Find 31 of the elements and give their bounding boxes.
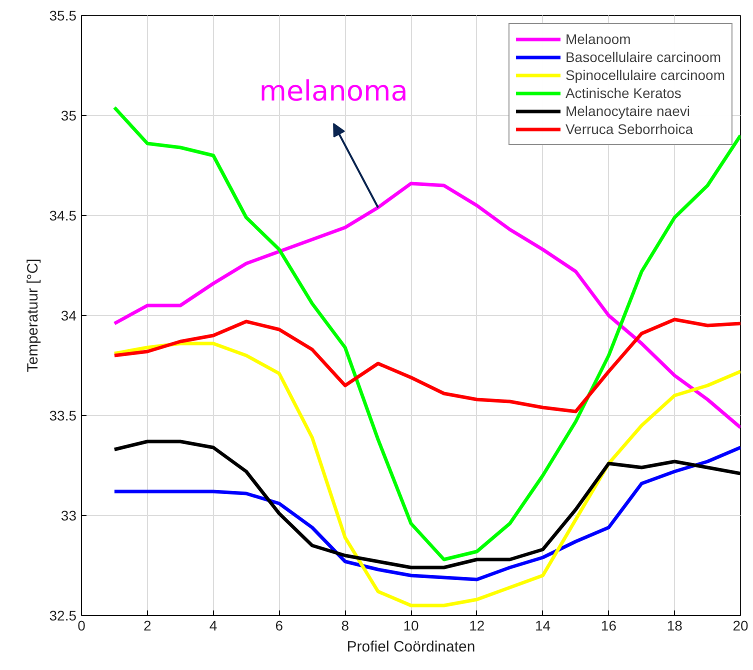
y-tick-label: 32.5	[49, 608, 77, 624]
legend-label: Spinocellulaire carcinoom	[565, 66, 725, 84]
line-series	[112, 342, 740, 608]
x-tick-label: 6	[275, 618, 284, 634]
y-tick-label: 35.5	[49, 8, 77, 24]
legend-label: Basocellulaire carcinoom	[565, 48, 722, 66]
line-series	[112, 318, 740, 414]
x-tick-label: 16	[600, 618, 617, 634]
x-axis-title: Profiel Coördinaten	[346, 638, 476, 656]
y-tick-label: 35	[60, 108, 77, 124]
legend-label: Melanocytaire naevi	[565, 102, 690, 120]
legend-label: Verruca Seborrhoica	[565, 120, 694, 138]
x-tick-label: 4	[209, 618, 218, 634]
line-series	[112, 182, 740, 430]
annotation: melanoma	[259, 74, 408, 108]
y-tick-label: 34.5	[49, 208, 77, 224]
y-tick-label: 33.5	[49, 408, 77, 424]
x-tick-label: 8	[341, 618, 350, 634]
x-tick-label: 2	[144, 618, 152, 634]
x-tick-label: 18	[666, 618, 683, 634]
legend-label: Melanoom	[565, 30, 631, 48]
y-tick-label: 34	[60, 308, 77, 324]
legend-label: Actinische Keratos	[565, 84, 682, 102]
x-tick-label: 10	[403, 618, 419, 634]
x-tick-label: 20	[732, 618, 748, 634]
y-tick-label: 33	[60, 508, 77, 524]
x-tick-label: 14	[535, 618, 551, 634]
line-series	[112, 106, 740, 562]
x-tick-label: 0	[78, 618, 86, 634]
y-axis-title: Temperatuur [°C]	[24, 258, 42, 372]
x-tick-label: 12	[469, 618, 485, 634]
